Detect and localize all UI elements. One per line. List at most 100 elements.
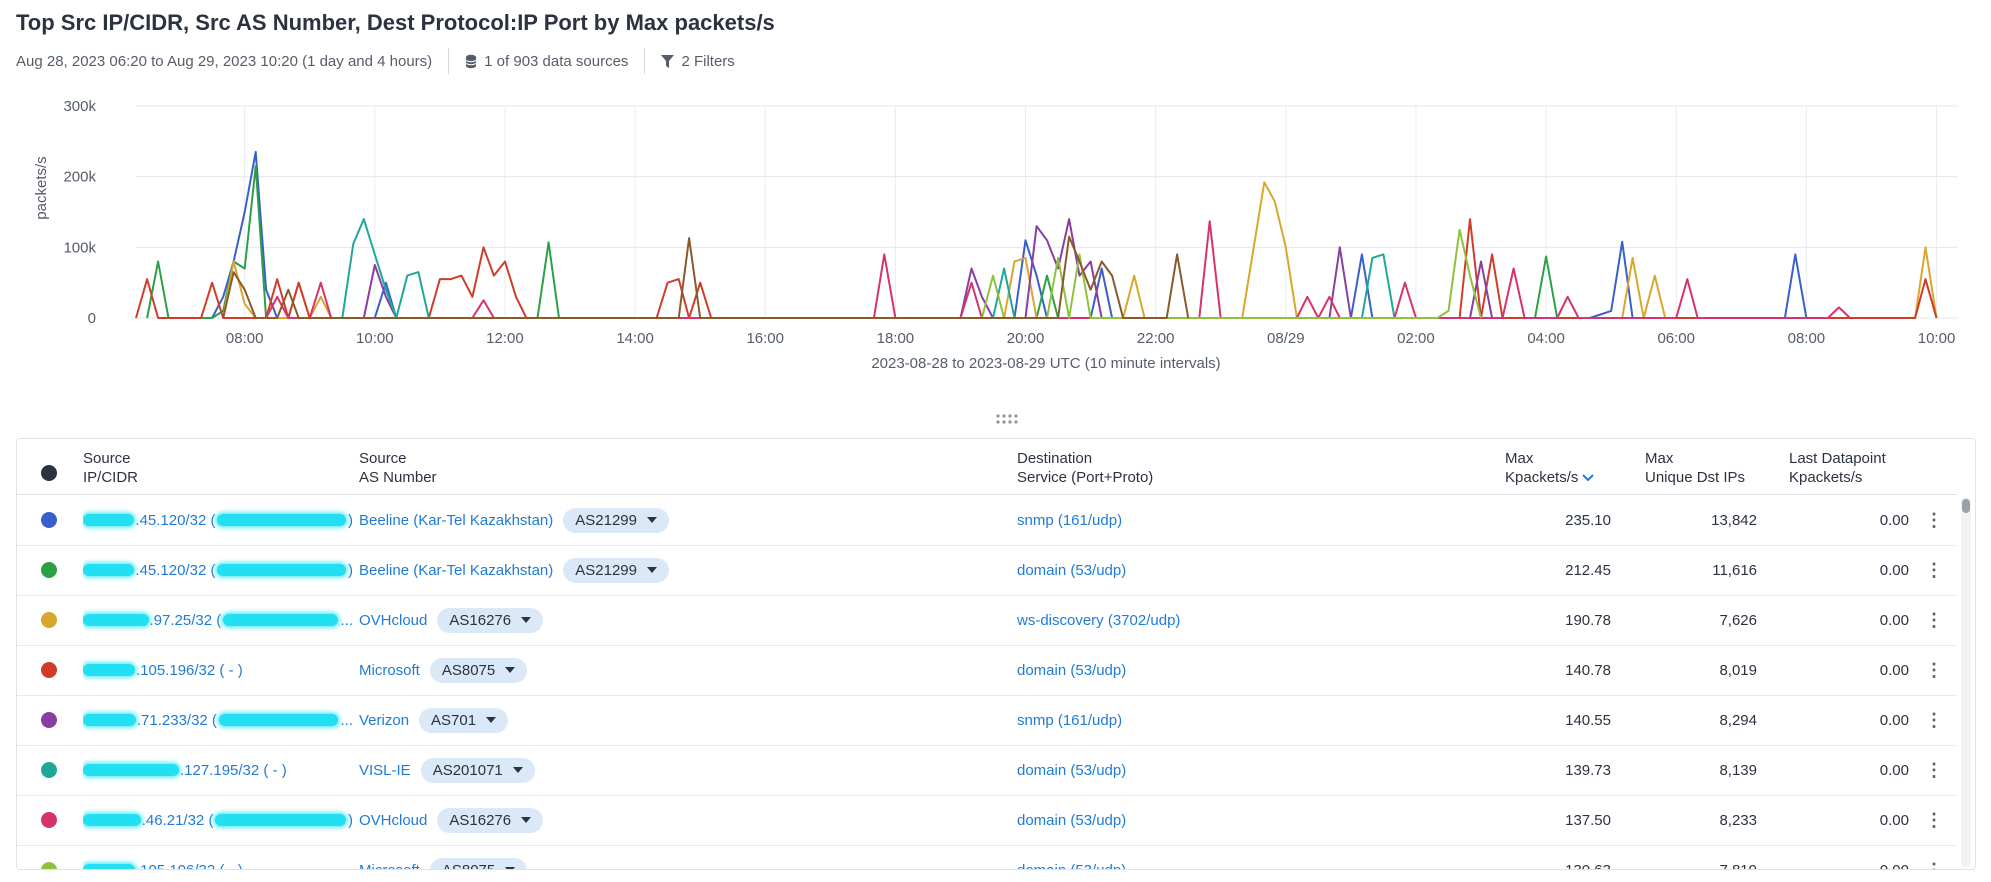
last-datapoint-value: 0.00 bbox=[1879, 711, 1909, 729]
x-tick-label: 14:00 bbox=[616, 330, 654, 347]
kebab-icon[interactable]: ⋮ bbox=[1925, 509, 1943, 530]
asn-dropdown[interactable]: AS8075 bbox=[429, 657, 528, 683]
series-line[interactable] bbox=[146, 165, 1559, 319]
destination-service-link[interactable]: snmp (161/udp) bbox=[1017, 511, 1123, 529]
redacted-hostname bbox=[223, 614, 339, 626]
table-row[interactable]: .71.233/32 (... Verizon AS701 snmp (161/… bbox=[17, 695, 1957, 746]
series-line[interactable] bbox=[222, 235, 1190, 319]
asn-dropdown[interactable]: AS21299 bbox=[563, 557, 669, 583]
max-unique-dst-value: 7,626 bbox=[1719, 611, 1757, 629]
filters-button[interactable]: 2 Filters bbox=[661, 53, 735, 70]
source-ip-link[interactable]: .127.195/32 ( - ) bbox=[83, 745, 353, 795]
x-tick-label: 10:00 bbox=[1918, 330, 1956, 347]
redacted-ip-prefix bbox=[83, 714, 136, 726]
destination-service-link[interactable]: domain (53/udp) bbox=[1017, 861, 1127, 870]
data-sources-button[interactable]: 1 of 903 data sources bbox=[465, 53, 628, 70]
redacted-hostname bbox=[217, 564, 346, 576]
source-ip-tail: ) bbox=[348, 561, 353, 579]
asn-dropdown[interactable]: AS16276 bbox=[437, 807, 544, 833]
series-line[interactable] bbox=[341, 218, 1396, 319]
source-ip-text: .127.195/32 ( - ) bbox=[180, 761, 287, 779]
source-ip-link[interactable]: .71.233/32 (... bbox=[83, 695, 353, 745]
kebab-icon[interactable]: ⋮ bbox=[1925, 859, 1943, 870]
table-row[interactable]: .46.21/32 () OVHcloud AS16276 domain (53… bbox=[17, 795, 1957, 846]
series-line[interactable] bbox=[362, 218, 1494, 319]
database-icon bbox=[465, 54, 477, 68]
destination-service-link[interactable]: ws-discovery (3702/udp) bbox=[1017, 611, 1181, 629]
redacted-ip-prefix bbox=[83, 864, 135, 869]
table-row[interactable]: .45.120/32 () Beeline (Kar-Tel Kazakhsta… bbox=[17, 495, 1957, 546]
series-line[interactable] bbox=[135, 218, 1938, 319]
data-sources-label: 1 of 903 data sources bbox=[484, 52, 629, 70]
as-name-link[interactable]: OVHcloud bbox=[359, 811, 428, 829]
col-destination[interactable]: Destination Service (Port+Proto) bbox=[1017, 449, 1153, 487]
as-name-link[interactable]: VISL-IE bbox=[359, 761, 411, 779]
kebab-icon[interactable]: ⋮ bbox=[1925, 759, 1943, 780]
table-row[interactable]: .105.196/32 ( - ) Microsoft AS8075 domai… bbox=[17, 645, 1957, 696]
destination-service-link[interactable]: domain (53/udp) bbox=[1017, 811, 1127, 829]
y-tick-label: 300k bbox=[63, 98, 96, 115]
asn-dropdown[interactable]: AS21299 bbox=[563, 507, 669, 533]
col-max-unique-dst-line1: Max bbox=[1645, 450, 1674, 467]
col-last-datapoint[interactable]: Last Datapoint Kpackets/s bbox=[1789, 449, 1886, 487]
destination-service-link[interactable]: domain (53/udp) bbox=[1017, 661, 1127, 679]
series-line[interactable] bbox=[265, 220, 1851, 319]
line-chart[interactable]: 300k 200k 100k 0 08:00 10:00 12:00 14:00 16:00 18… bbox=[0, 90, 1991, 390]
source-ip-link[interactable]: .45.120/32 () bbox=[83, 495, 353, 545]
table-row[interactable]: .105.196/32 ( - ) Microsoft AS8075 domai… bbox=[17, 845, 1957, 870]
time-range[interactable]: Aug 28, 2023 06:20 to Aug 29, 2023 10:20… bbox=[16, 53, 432, 70]
col-source-as[interactable]: Source AS Number bbox=[359, 449, 437, 487]
col-source-as-line1: Source bbox=[359, 450, 407, 467]
col-source-ip[interactable]: Source IP/CIDR bbox=[83, 449, 138, 487]
as-name-link[interactable]: Microsoft bbox=[359, 861, 420, 870]
table-row[interactable]: .45.120/32 () Beeline (Kar-Tel Kazakhsta… bbox=[17, 545, 1957, 596]
x-axis-title: 2023-08-28 to 2023-08-29 UTC (10 minute … bbox=[871, 355, 1220, 372]
table-row[interactable]: .127.195/32 ( - ) VISL-IE AS201071 domai… bbox=[17, 745, 1957, 796]
color-column-icon bbox=[41, 465, 57, 481]
source-ip-link[interactable]: .46.21/32 () bbox=[83, 795, 353, 845]
series-color-dot bbox=[41, 612, 57, 628]
chevron-down-icon[interactable] bbox=[1582, 473, 1595, 482]
max-unique-dst-value: 8,019 bbox=[1719, 661, 1757, 679]
source-as-cell: Beeline (Kar-Tel Kazakhstan) AS21299 bbox=[359, 545, 669, 595]
kebab-icon[interactable]: ⋮ bbox=[1925, 559, 1943, 580]
source-as-cell: OVHcloud AS16276 bbox=[359, 795, 544, 845]
source-ip-text: .105.196/32 ( - ) bbox=[136, 661, 243, 679]
series-line[interactable] bbox=[980, 228, 1482, 319]
as-name-link[interactable]: Verizon bbox=[359, 711, 410, 729]
drag-handle-icon[interactable] bbox=[994, 412, 1020, 426]
kebab-icon[interactable]: ⋮ bbox=[1925, 659, 1943, 680]
x-tick-label: 12:00 bbox=[486, 330, 524, 347]
redacted-ip-prefix bbox=[83, 614, 149, 626]
as-name-link[interactable]: Beeline (Kar-Tel Kazakhstan) bbox=[359, 561, 554, 579]
source-ip-text: .46.21/32 ( bbox=[141, 811, 214, 829]
source-ip-link[interactable]: .105.196/32 ( - ) bbox=[83, 845, 353, 869]
col-max-kpackets[interactable]: Max Kpackets/s bbox=[1505, 449, 1595, 487]
time-range-label: Aug 28, 2023 06:20 to Aug 29, 2023 10:20… bbox=[16, 52, 433, 70]
col-max-unique-dst[interactable]: Max Unique Dst IPs bbox=[1645, 449, 1745, 487]
destination-service-link[interactable]: snmp (161/udp) bbox=[1017, 711, 1123, 729]
col-max-kpackets-line2: Kpackets/s bbox=[1505, 469, 1579, 486]
source-as-cell: Beeline (Kar-Tel Kazakhstan) AS21299 bbox=[359, 495, 669, 545]
kebab-icon[interactable]: ⋮ bbox=[1925, 709, 1943, 730]
scrollbar-thumb[interactable] bbox=[1962, 499, 1970, 513]
source-ip-link[interactable]: .45.120/32 () bbox=[83, 545, 353, 595]
as-name-link[interactable]: Beeline (Kar-Tel Kazakhstan) bbox=[359, 511, 554, 529]
asn-dropdown[interactable]: AS701 bbox=[419, 707, 509, 733]
asn-dropdown[interactable]: AS16276 bbox=[437, 607, 544, 633]
destination-service-link[interactable]: domain (53/udp) bbox=[1017, 761, 1127, 779]
asn-dropdown[interactable]: AS8075 bbox=[429, 857, 528, 869]
asn-dropdown[interactable]: AS201071 bbox=[420, 757, 535, 783]
destination-service-link[interactable]: domain (53/udp) bbox=[1017, 561, 1127, 579]
kebab-icon[interactable]: ⋮ bbox=[1925, 809, 1943, 830]
table-scrollbar[interactable] bbox=[1961, 497, 1971, 867]
series-line[interactable] bbox=[222, 181, 1938, 319]
source-ip-link[interactable]: .105.196/32 ( - ) bbox=[83, 645, 353, 695]
as-name-link[interactable]: Microsoft bbox=[359, 661, 420, 679]
table-row[interactable]: .97.25/32 (... OVHcloud AS16276 ws-disco… bbox=[17, 595, 1957, 646]
kebab-icon[interactable]: ⋮ bbox=[1925, 609, 1943, 630]
caret-down-icon bbox=[512, 767, 523, 773]
as-name-link[interactable]: OVHcloud bbox=[359, 611, 428, 629]
max-kpackets-value: 139.73 bbox=[1565, 761, 1611, 779]
source-ip-link[interactable]: .97.25/32 (... bbox=[83, 595, 353, 645]
